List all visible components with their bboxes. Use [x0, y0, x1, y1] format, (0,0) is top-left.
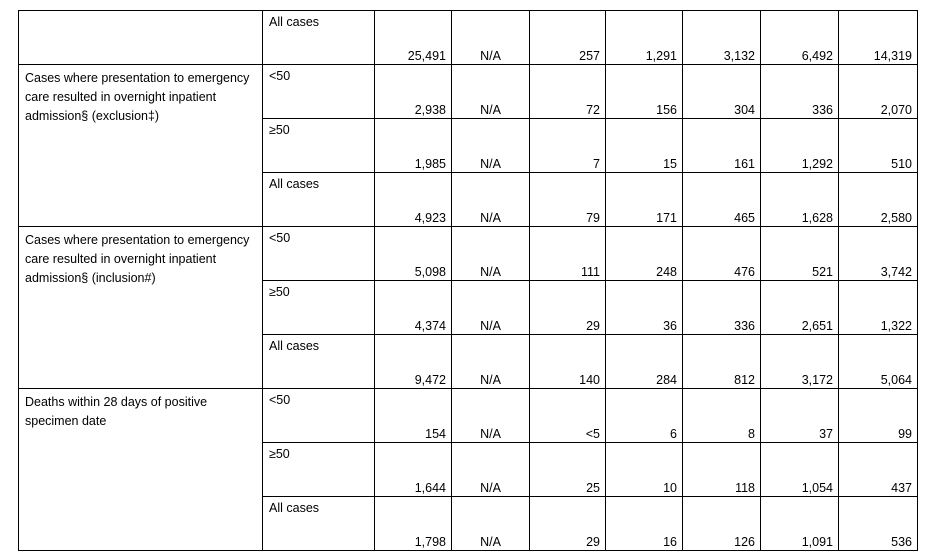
value-cell: 16	[605, 496, 683, 551]
value-cell: 3,132	[682, 10, 761, 65]
value-cell: 1,644	[374, 442, 452, 497]
value-cell: 1,798	[374, 496, 452, 551]
value-cell: N/A	[451, 118, 530, 173]
row-label: <50	[262, 64, 375, 119]
group-label: Cases where presentation to emergency ca…	[18, 226, 263, 389]
value-cell: 1,628	[760, 172, 839, 227]
value-cell: 284	[605, 334, 683, 389]
value-cell: 8	[682, 388, 761, 443]
value-cell: 156	[605, 64, 683, 119]
value-cell: N/A	[451, 496, 530, 551]
value-cell: 72	[529, 64, 606, 119]
value-cell: N/A	[451, 388, 530, 443]
page: All cases 25,491 N/A 257 1,291 3,132 6,492 14,3…	[18, 10, 918, 551]
value-cell: N/A	[451, 226, 530, 281]
value-cell: 25,491	[374, 10, 452, 65]
value-cell: 5,064	[838, 334, 918, 389]
row-label: All cases	[262, 172, 375, 227]
group-label	[18, 10, 263, 65]
group-label: Deaths within 28 days of positive specim…	[18, 388, 263, 551]
value-cell: 7	[529, 118, 606, 173]
value-cell: 3,172	[760, 334, 839, 389]
value-cell: 336	[760, 64, 839, 119]
row-label: <50	[262, 226, 375, 281]
value-cell: 1,322	[838, 280, 918, 335]
table-row: ≥50 1,985 N/A 7 15 161 1,292 510	[19, 118, 918, 173]
value-cell: 99	[838, 388, 918, 443]
value-cell: 14,319	[838, 10, 918, 65]
value-cell: 3,742	[838, 226, 918, 281]
value-cell: N/A	[451, 442, 530, 497]
value-cell: 6,492	[760, 10, 839, 65]
value-cell: 2,070	[838, 64, 918, 119]
value-cell: 10	[605, 442, 683, 497]
value-cell: 29	[529, 280, 606, 335]
value-cell: 465	[682, 172, 761, 227]
value-cell: 4,923	[374, 172, 452, 227]
value-cell: 15	[605, 118, 683, 173]
value-cell: N/A	[451, 334, 530, 389]
table-row: Cases where presentation to emergency ca…	[18, 226, 918, 389]
value-cell: 25	[529, 442, 606, 497]
table-row: Deaths within 28 days of positive specim…	[18, 388, 918, 551]
value-cell: N/A	[451, 172, 530, 227]
table-row: Cases where presentation to emergency ca…	[18, 64, 918, 227]
value-cell: 476	[682, 226, 761, 281]
value-cell: 336	[682, 280, 761, 335]
value-cell: 1,292	[760, 118, 839, 173]
value-cell: 304	[682, 64, 761, 119]
value-cell: 521	[760, 226, 839, 281]
value-cell: 1,091	[760, 496, 839, 551]
row-label: ≥50	[262, 442, 375, 497]
value-cell: 161	[682, 118, 761, 173]
row-label: ≥50	[262, 118, 375, 173]
value-cell: 36	[605, 280, 683, 335]
value-cell: 9,472	[374, 334, 452, 389]
row-label: <50	[262, 388, 375, 443]
row-label: ≥50	[262, 280, 375, 335]
value-cell: 4,374	[374, 280, 452, 335]
value-cell: 79	[529, 172, 606, 227]
value-cell: 126	[682, 496, 761, 551]
value-cell: 536	[838, 496, 918, 551]
value-cell: 437	[838, 442, 918, 497]
value-cell: 248	[605, 226, 683, 281]
value-cell: N/A	[451, 64, 530, 119]
value-cell: 2,651	[760, 280, 839, 335]
value-cell: 6	[605, 388, 683, 443]
value-cell: 5,098	[374, 226, 452, 281]
value-cell: 2,938	[374, 64, 452, 119]
value-cell: N/A	[451, 10, 530, 65]
group-label: Cases where presentation to emergency ca…	[18, 64, 263, 227]
row-label: All cases	[262, 10, 375, 65]
value-cell: 1,291	[605, 10, 683, 65]
value-cell: 1,985	[374, 118, 452, 173]
value-cell: 510	[838, 118, 918, 173]
value-cell: 118	[682, 442, 761, 497]
value-cell: 29	[529, 496, 606, 551]
row-label: All cases	[262, 334, 375, 389]
data-table: All cases 25,491 N/A 257 1,291 3,132 6,492 14,3…	[18, 10, 918, 551]
value-cell: 812	[682, 334, 761, 389]
row-label: All cases	[262, 496, 375, 551]
value-cell: 2,580	[838, 172, 918, 227]
value-cell: <5	[529, 388, 606, 443]
value-cell: 171	[605, 172, 683, 227]
value-cell: 37	[760, 388, 839, 443]
value-cell: 140	[529, 334, 606, 389]
value-cell: 257	[529, 10, 606, 65]
value-cell: 154	[374, 388, 452, 443]
table-row: All cases 25,491 N/A 257 1,291 3,132 6,492 14,3…	[18, 10, 918, 65]
value-cell: 1,054	[760, 442, 839, 497]
value-cell: N/A	[451, 280, 530, 335]
value-cell: 111	[529, 226, 606, 281]
